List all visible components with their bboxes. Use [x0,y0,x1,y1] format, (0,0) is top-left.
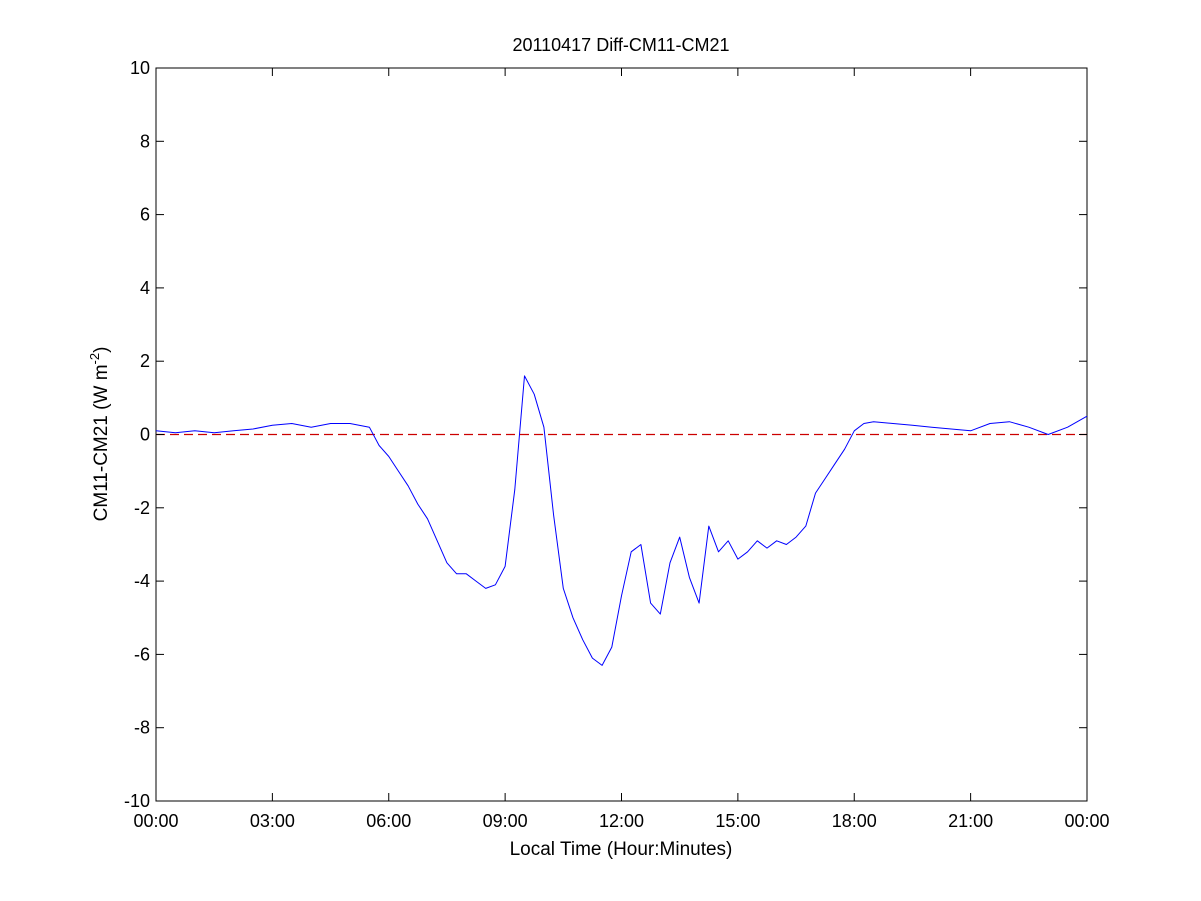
x-tick-label: 03:00 [250,811,295,831]
y-axis-label-superscript: -2 [87,353,102,365]
x-tick-label: 06:00 [366,811,411,831]
x-tick-labels: 00:00 03:00 06:00 09:00 12:00 15:00 18:00 21:00… [133,811,1109,831]
y-tick-label: 8 [140,131,150,151]
tick-layer [155,67,1088,802]
series-layer [155,375,1088,666]
x-tick-label: 15:00 [715,811,760,831]
y-tick-label: -8 [134,718,150,738]
x-tick-label: 18:00 [832,811,877,831]
y-axis-label-close: ) [91,347,112,353]
y-tick-label: 10 [130,58,150,78]
x-tick-label: 00:00 [1064,811,1109,831]
x-tick-label: 21:00 [948,811,993,831]
x-tick-label: 09:00 [483,811,528,831]
x-axis-label: Local Time (Hour:Minutes) [510,839,733,860]
series-line [155,375,1088,666]
y-tick-label: 6 [140,205,150,225]
y-tick-labels: -10 -8 -6 -4 -2 0 2 4 6 8 10 [124,58,150,811]
y-tick-label: -4 [134,571,150,591]
y-axis-label: CM11-CM21 (W m-2) [87,347,112,522]
y-axis-label-main: CM11-CM21 (W m [91,364,112,521]
y-tick-label: -2 [134,498,150,518]
chart-title: 20110417 Diff-CM11-CM21 [512,35,729,55]
y-tick-label: -10 [124,791,150,811]
x-tick-label: 12:00 [599,811,644,831]
y-tick-label: 4 [140,278,150,298]
y-tick-label: 2 [140,351,150,371]
plot-area [155,67,1088,802]
x-tick-label: 00:00 [133,811,178,831]
y-tick-label: 0 [140,425,150,445]
y-tick-label: -6 [134,644,150,664]
